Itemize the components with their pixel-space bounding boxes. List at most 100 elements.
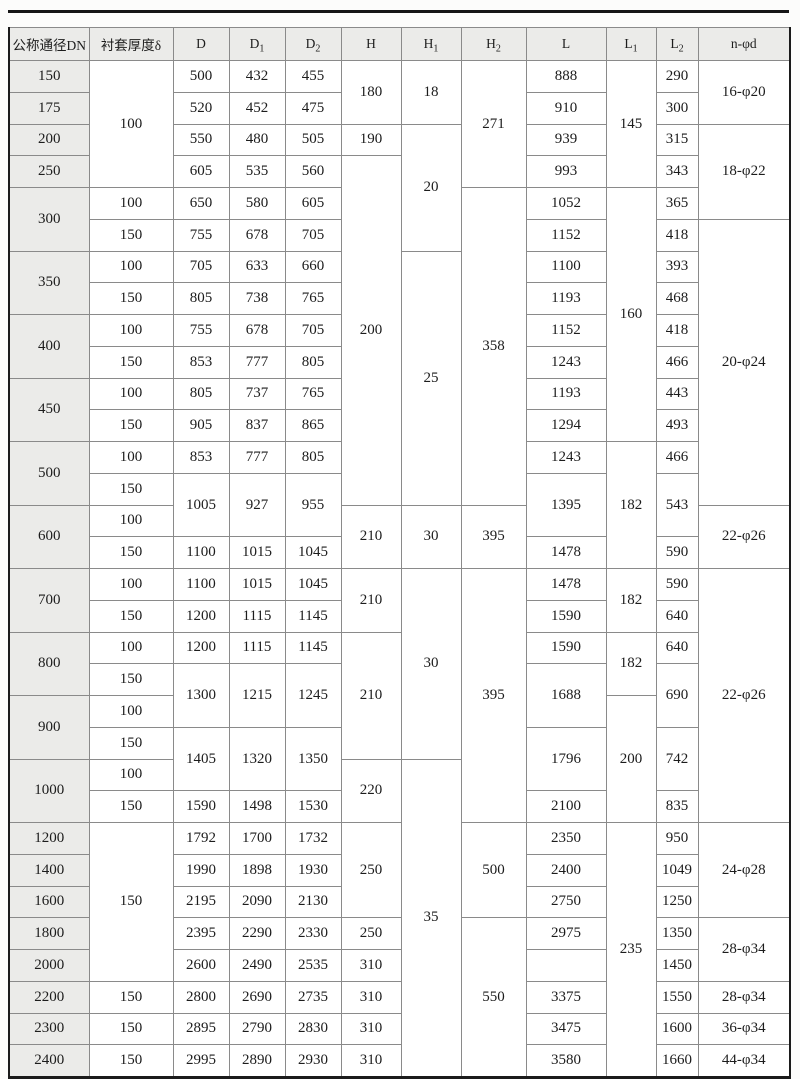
cell-l2: 466 <box>655 441 699 474</box>
cell-liner-thickness: 150 <box>88 663 174 696</box>
cell-liner-thickness: 150 <box>88 822 174 982</box>
cell-n-phi-d: 36-φ34 <box>697 1012 791 1046</box>
cell-d2: 1930 <box>284 853 342 887</box>
cell-h1: 30 <box>400 568 462 760</box>
cell-h: 310 <box>340 1012 402 1046</box>
cell-l2: 1660 <box>655 1044 699 1078</box>
spec-table-body: 150 100 500 432 455 180 18 271 888 145 290 16-φ20 17… <box>8 60 791 1078</box>
cell-dn: 700 <box>8 568 90 633</box>
cell-liner-thickness: 100 <box>88 377 174 411</box>
cell-n-phi-d: 24-φ28 <box>697 821 791 919</box>
cell-l2: 418 <box>655 314 699 347</box>
cell-l: 1294 <box>525 409 607 442</box>
cell-d1: 1015 <box>228 536 286 569</box>
table-row: 150 1100 1015 1045 1478 590 <box>9 536 790 569</box>
cell-l <box>525 949 607 982</box>
cell-liner-thickness: 100 <box>88 568 174 601</box>
cell-d2: 765 <box>284 377 342 411</box>
cell-d2: 2830 <box>284 1012 342 1046</box>
cell-d: 1100 <box>172 536 230 569</box>
cell-h: 210 <box>340 504 402 569</box>
cell-l: 1478 <box>525 568 607 601</box>
cell-liner-thickness: 150 <box>88 409 174 442</box>
cell-d1: 2690 <box>228 980 286 1014</box>
cell-dn: 800 <box>8 631 90 696</box>
cell-h: 250 <box>340 917 402 950</box>
cell-liner-thickness: 100 <box>88 695 174 728</box>
cell-d2: 805 <box>284 345 342 379</box>
cell-d2: 1530 <box>284 790 342 823</box>
cell-d2: 455 <box>284 60 342 93</box>
cell-d2: 1245 <box>284 663 342 728</box>
table-row: 150 1590 1498 1530 2100 835 <box>9 790 790 823</box>
cell-h2: 271 <box>460 60 527 188</box>
cell-d2: 475 <box>284 91 342 125</box>
cell-l2: 365 <box>655 187 699 220</box>
cell-d: 2395 <box>172 917 230 950</box>
table-row: 900 100 200 <box>8 695 790 823</box>
cell-d1: 2490 <box>228 949 286 982</box>
cell-d: 1405 <box>172 726 230 792</box>
cell-d1: 927 <box>228 472 286 538</box>
column-header-l1: L1 <box>605 27 657 61</box>
cell-liner-thickness: 150 <box>88 282 174 315</box>
cell-l2: 690 <box>655 663 699 728</box>
cell-d: 550 <box>172 123 230 157</box>
header-row: 公称通径DN 衬套厚度δ D D1 D2 H H1 H2 L L1 L2 n-φd <box>8 27 791 61</box>
table-row: 300 100 650 580 605 358 1052 160 365 <box>8 187 790 506</box>
cell-d2: 955 <box>284 472 342 538</box>
cell-dn: 1600 <box>8 885 90 919</box>
cell-d: 2600 <box>172 949 230 982</box>
cell-d: 705 <box>172 250 230 284</box>
cell-h2: 500 <box>460 821 527 919</box>
cell-l1: 235 <box>605 822 657 1078</box>
cell-n-phi-d: 16-φ20 <box>697 60 791 125</box>
cell-l2: 315 <box>655 123 699 157</box>
cell-dn: 2300 <box>8 1012 90 1046</box>
table-row: 2200 150 2800 2690 2735 310 3375 1550 28-φ34 <box>8 980 791 1014</box>
cell-d: 2895 <box>172 1012 230 1046</box>
cell-d1: 777 <box>228 441 286 474</box>
cell-n-phi-d: 28-φ34 <box>697 917 791 982</box>
cell-l: 1193 <box>525 377 607 411</box>
cell-l2: 742 <box>655 726 699 792</box>
cell-l: 1395 <box>525 472 607 538</box>
cell-d: 500 <box>172 60 230 93</box>
table-row: 1600 2195 2090 2130 2750 1250 <box>8 885 790 919</box>
cell-l2: 468 <box>655 282 699 315</box>
cell-h1: 18 <box>400 60 462 125</box>
cell-d: 1300 <box>172 663 230 728</box>
cell-l: 2350 <box>525 822 607 855</box>
cell-d2: 2735 <box>284 980 342 1014</box>
cell-l: 910 <box>525 91 607 125</box>
cell-d1: 738 <box>228 282 286 315</box>
cell-d: 853 <box>172 345 230 379</box>
cell-d: 650 <box>172 187 230 220</box>
cell-d2: 2330 <box>284 917 342 950</box>
cell-l2: 493 <box>655 409 699 442</box>
table-row: 200 550 480 505 190 20 939 315 18-φ22 <box>8 123 791 252</box>
cell-h: 210 <box>340 631 402 760</box>
column-header-h1: H1 <box>400 27 462 61</box>
table-row: 400 100 755 678 705 1152 418 <box>8 314 790 379</box>
cell-d: 1990 <box>172 853 230 887</box>
table-row: 1400 1990 1898 1930 2400 1049 <box>8 853 790 887</box>
cell-dn: 1000 <box>8 758 90 823</box>
cell-liner-thickness: 100 <box>88 250 174 284</box>
cell-n-phi-d: 18-φ22 <box>697 123 791 220</box>
table-row: 250 605 535 560 200 993 343 <box>8 155 790 506</box>
spec-table-header: 公称通径DN 衬套厚度δ D D1 D2 H H1 H2 L L1 L2 n-φd <box>8 27 791 61</box>
cell-d: 805 <box>172 377 230 411</box>
cell-d1: 1498 <box>228 790 286 823</box>
cell-n-phi-d: 22-φ26 <box>697 504 791 569</box>
cell-l: 1478 <box>525 536 607 569</box>
cell-h: 220 <box>340 758 402 823</box>
cell-l2: 1550 <box>655 980 699 1014</box>
cell-l: 2975 <box>525 917 607 950</box>
cell-d: 805 <box>172 282 230 315</box>
cell-l: 939 <box>525 123 607 157</box>
table-row: 2000 2600 2490 2535 310 1450 <box>8 949 790 982</box>
cell-d: 755 <box>172 218 230 252</box>
cell-h2: 395 <box>460 504 527 569</box>
cell-d1: 678 <box>228 218 286 252</box>
